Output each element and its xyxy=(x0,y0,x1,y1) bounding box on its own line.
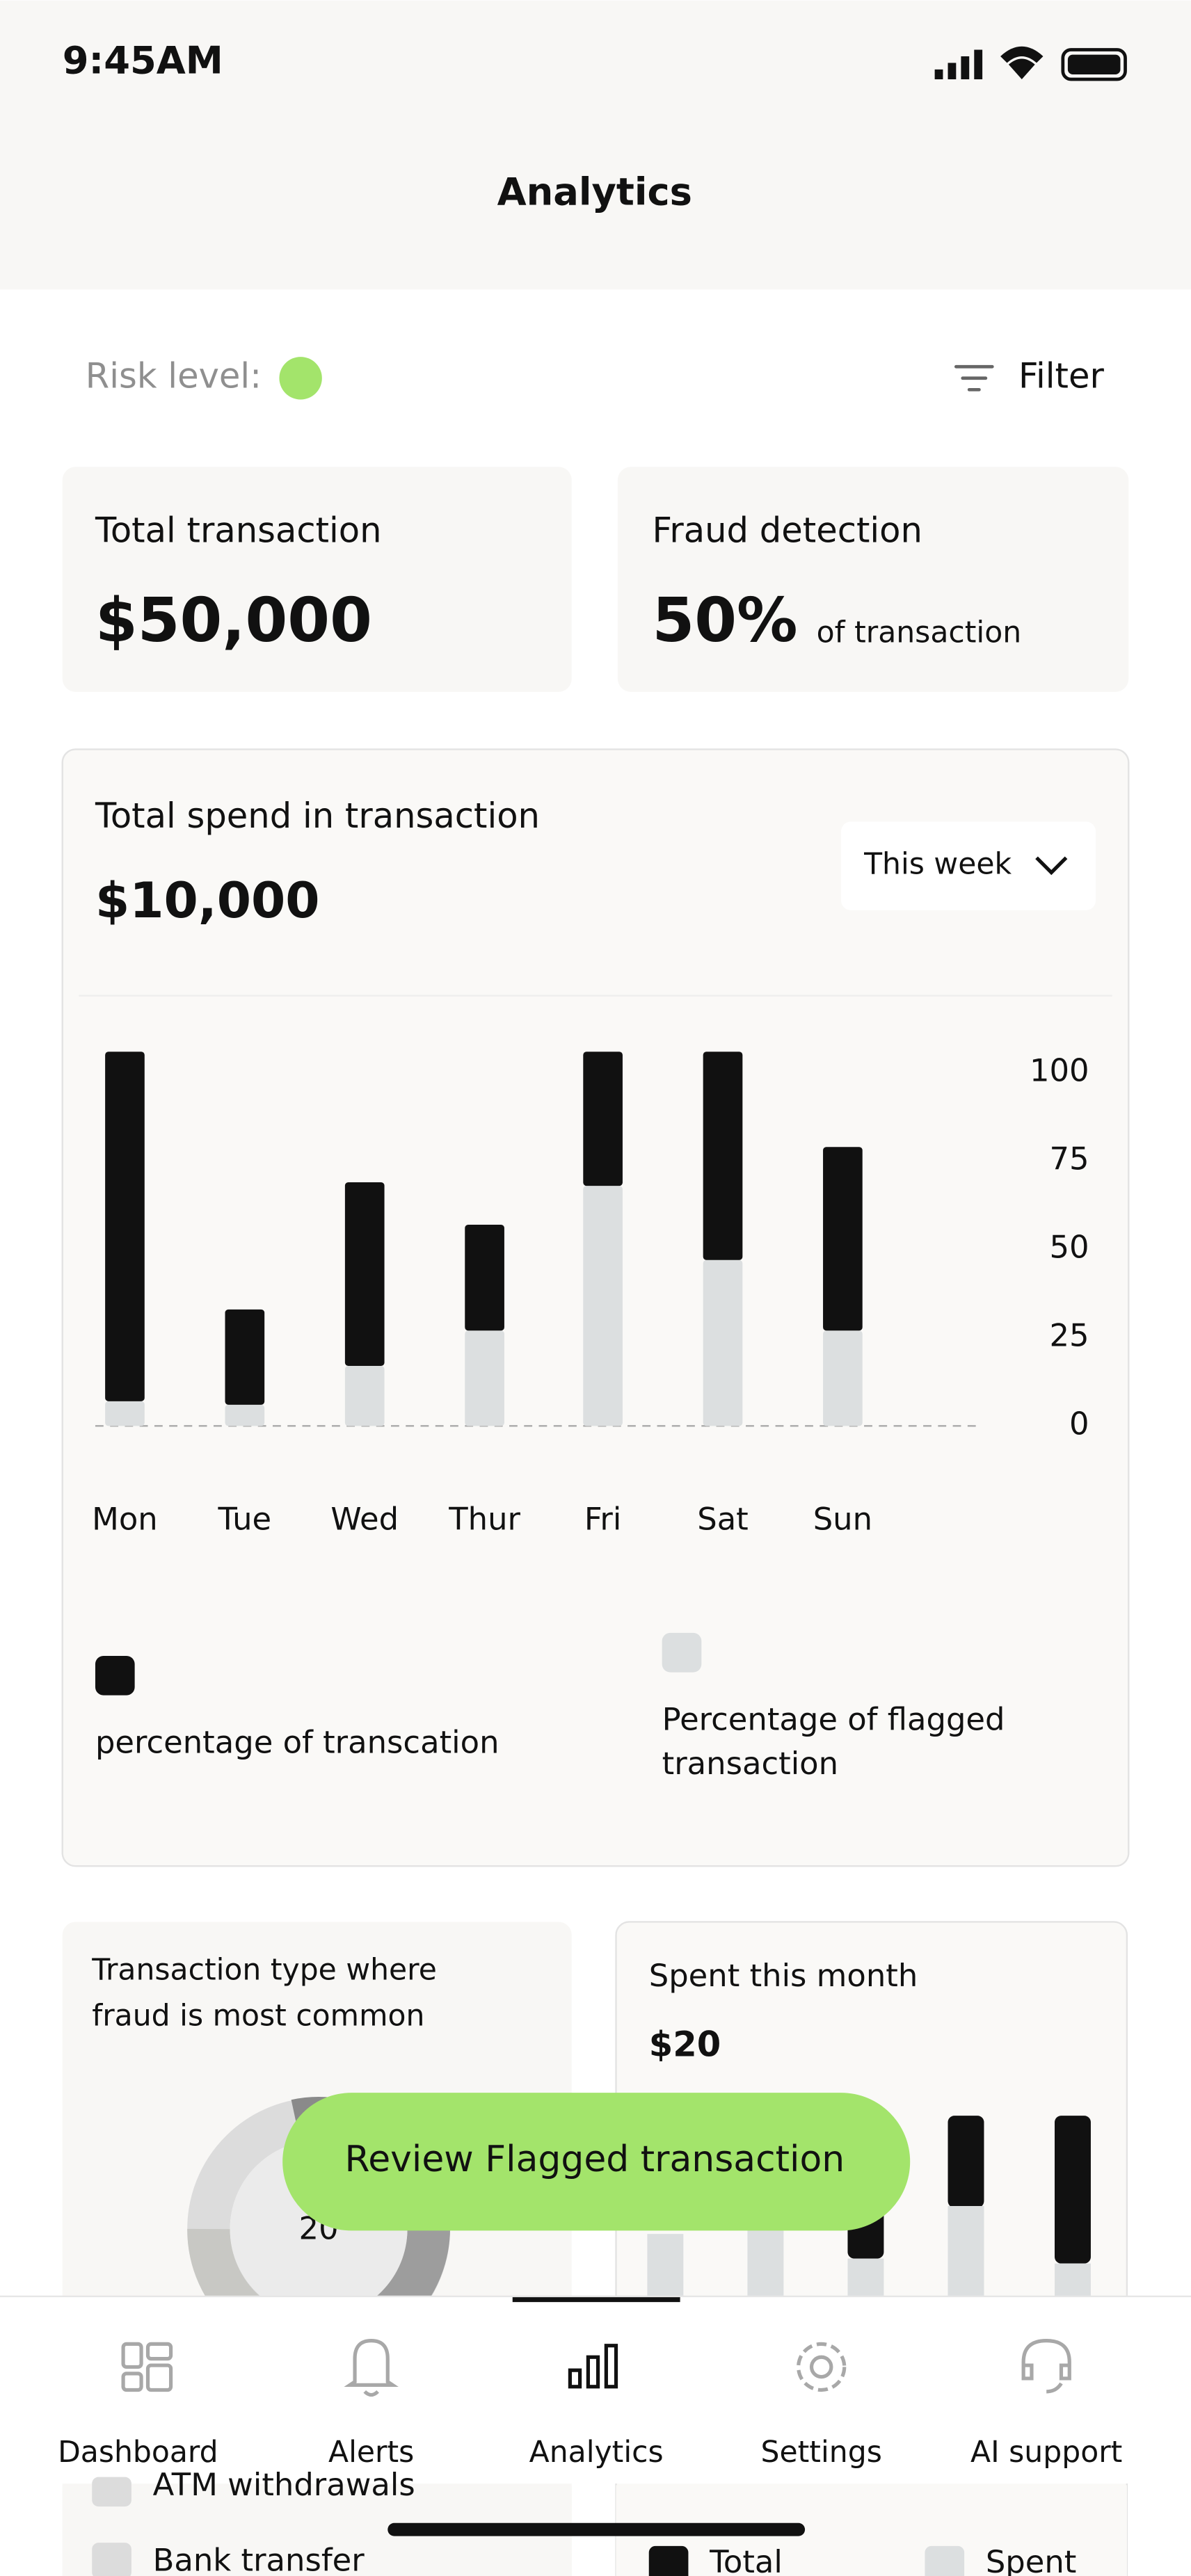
card-title: Total transaction xyxy=(95,510,382,550)
y-tick-label: 75 xyxy=(1050,1141,1089,1177)
card-value: 50% xyxy=(652,585,797,656)
risk-indicator xyxy=(279,357,322,400)
filter-button[interactable]: Filter xyxy=(954,355,1104,396)
text-line: Percentage of flagged xyxy=(662,1700,1015,1737)
y-tick-label: 25 xyxy=(1050,1317,1089,1353)
bar-segment xyxy=(105,1401,145,1426)
status-icons xyxy=(934,46,1127,81)
status-time: 9:45AM xyxy=(63,39,223,83)
card-title: Fraud detection xyxy=(652,510,922,550)
legend-swatch xyxy=(92,2543,131,2576)
bar-segment xyxy=(583,1186,623,1426)
x-tick-label: Sun xyxy=(813,1500,872,1537)
legend-label: Total xyxy=(709,2543,783,2576)
review-button[interactable]: Review Flagged transaction xyxy=(282,2093,911,2231)
bar-segment xyxy=(703,1259,743,1426)
page-title: Analytics xyxy=(497,170,692,214)
summary-card xyxy=(617,467,1129,692)
bar-segment xyxy=(225,1404,265,1426)
x-tick-label: Thur xyxy=(448,1500,520,1537)
tab-label[interactable]: AI support xyxy=(970,2436,1122,2470)
top-bar xyxy=(0,0,1191,290)
card-title: Transaction type where fraud is most com… xyxy=(91,1953,446,2033)
x-tick-label: Wed xyxy=(330,1500,399,1537)
bar-segment xyxy=(225,1309,265,1405)
dropdown-label[interactable]: This week xyxy=(863,848,1012,882)
tab-label[interactable]: Analytics xyxy=(529,2436,664,2470)
bar-segment xyxy=(344,1366,385,1426)
bar-segment xyxy=(583,1052,623,1186)
y-tick-label: 50 xyxy=(1050,1229,1089,1266)
legend-swatch xyxy=(95,1655,135,1696)
card-suffix: of transaction xyxy=(817,616,1022,650)
period-dropdown[interactable]: This week xyxy=(841,821,1096,910)
bar-segment xyxy=(823,1330,863,1426)
bar-segment xyxy=(703,1052,743,1260)
button-label[interactable]: Review Flagged transaction xyxy=(344,2139,845,2180)
filter-label[interactable]: Filter xyxy=(1018,355,1104,396)
bar-chart: 0 25 50 75 100 Mon Tue Wed Thur Fri Sat Sun Percenta… xyxy=(92,1052,1089,1782)
legend-swatch xyxy=(648,2545,689,2576)
legend-label: Spent xyxy=(986,2543,1077,2576)
summary-card xyxy=(62,467,572,692)
tab-bar xyxy=(0,2296,1191,2484)
tab-icons xyxy=(121,2339,1071,2397)
spend-value: $10,000 xyxy=(95,871,320,929)
text-line: fraud is most common xyxy=(92,1999,424,2033)
risk-label: Risk level: xyxy=(86,355,262,396)
dropdown-box[interactable] xyxy=(841,821,1096,910)
text-line: Transaction type where xyxy=(91,1953,446,1987)
text-line: transaction xyxy=(662,1745,838,1782)
legend-swatch xyxy=(92,2477,131,2507)
y-tick-label: 0 xyxy=(1069,1405,1089,1442)
y-tick-label: 100 xyxy=(1030,1052,1089,1089)
tab-labels: Dashboard Alerts Analytics Settings AI suppo… xyxy=(58,2436,1122,2470)
button-bg[interactable] xyxy=(282,2093,911,2231)
card-value: $50,000 xyxy=(95,585,372,656)
list-item: ATM withdrawals xyxy=(153,2466,415,2503)
x-tick-label: Sat xyxy=(697,1500,749,1537)
bar-segment xyxy=(344,1182,385,1367)
chart-title: Total spend in transaction xyxy=(95,796,540,836)
legend-label: percentage of transcation xyxy=(95,1723,499,1760)
legend-label: Percentage of flagged transaction xyxy=(662,1700,1015,1782)
tab-label[interactable]: Alerts xyxy=(328,2436,414,2470)
x-tick-label: Tue xyxy=(218,1500,272,1537)
tab-label[interactable]: Dashboard xyxy=(58,2436,218,2470)
card-value: $20 xyxy=(649,2024,721,2064)
legend-swatch xyxy=(662,1632,702,1673)
bar-segment xyxy=(465,1330,504,1426)
legend-swatch xyxy=(925,2545,965,2576)
tab-label[interactable]: Settings xyxy=(761,2436,882,2470)
text-line: percentage of transcation xyxy=(95,1723,499,1760)
card-title: Spent this month xyxy=(649,1957,918,1994)
x-tick-label: Fri xyxy=(584,1500,621,1537)
list-item: Bank transfer xyxy=(153,2541,365,2576)
x-tick-label: Mon xyxy=(92,1500,158,1537)
bar-segment xyxy=(105,1052,145,1401)
bar-segment xyxy=(465,1224,504,1331)
bar-segment xyxy=(823,1147,863,1331)
